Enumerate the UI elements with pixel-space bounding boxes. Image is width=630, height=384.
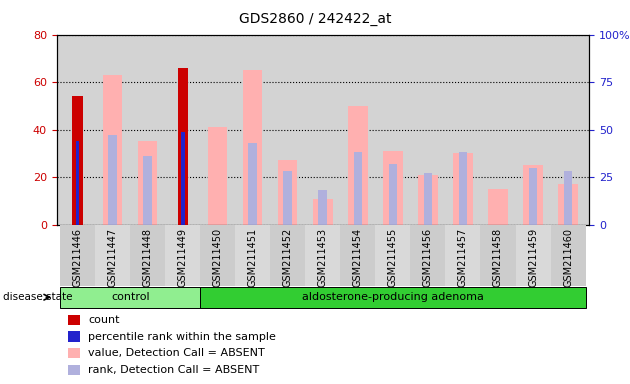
Bar <box>200 222 236 286</box>
Text: GSM211456: GSM211456 <box>423 228 433 287</box>
Text: GDS2860 / 242422_at: GDS2860 / 242422_at <box>239 12 391 25</box>
Bar <box>348 106 367 225</box>
Bar <box>459 152 467 225</box>
Text: GSM211450: GSM211450 <box>213 228 223 287</box>
Bar <box>375 222 410 286</box>
Text: aldosterone-producing adenoma: aldosterone-producing adenoma <box>302 292 484 302</box>
Bar <box>418 175 438 225</box>
Bar <box>278 161 297 225</box>
Bar <box>524 165 542 225</box>
Bar <box>178 68 188 225</box>
Bar <box>313 199 333 225</box>
Bar <box>138 141 158 225</box>
Text: GSM211455: GSM211455 <box>388 228 398 287</box>
Text: GSM211460: GSM211460 <box>563 228 573 287</box>
Bar <box>243 70 263 225</box>
Text: disease state: disease state <box>3 292 72 302</box>
Bar <box>248 143 257 225</box>
Bar <box>454 153 472 225</box>
Bar <box>95 222 130 286</box>
Bar <box>558 184 578 225</box>
Text: rank, Detection Call = ABSENT: rank, Detection Call = ABSENT <box>88 365 260 375</box>
Text: GSM211457: GSM211457 <box>458 228 468 287</box>
Bar <box>515 222 551 286</box>
Text: GSM211447: GSM211447 <box>108 228 118 287</box>
Text: GSM211451: GSM211451 <box>248 228 258 287</box>
Bar <box>383 151 403 225</box>
Bar <box>68 348 80 359</box>
Bar <box>564 171 573 225</box>
Bar <box>488 189 508 225</box>
Text: control: control <box>111 292 149 302</box>
Text: GSM211446: GSM211446 <box>72 228 83 287</box>
Text: GSM211452: GSM211452 <box>283 228 293 287</box>
Text: GSM211454: GSM211454 <box>353 228 363 287</box>
FancyBboxPatch shape <box>200 287 585 308</box>
Bar <box>423 173 432 225</box>
Bar <box>103 75 122 225</box>
Bar <box>76 141 79 225</box>
Bar <box>68 365 80 375</box>
Bar <box>130 222 165 286</box>
Text: count: count <box>88 315 120 325</box>
Bar <box>68 315 80 325</box>
Bar <box>306 222 340 286</box>
Bar <box>319 190 327 225</box>
Bar <box>284 171 292 225</box>
Bar <box>270 222 306 286</box>
Bar <box>108 135 117 225</box>
Bar <box>529 168 537 225</box>
Text: percentile rank within the sample: percentile rank within the sample <box>88 331 276 342</box>
Bar <box>389 164 398 225</box>
Text: GSM211448: GSM211448 <box>143 228 152 287</box>
Text: value, Detection Call = ABSENT: value, Detection Call = ABSENT <box>88 348 265 358</box>
Text: GSM211453: GSM211453 <box>318 228 328 287</box>
Bar <box>68 331 80 342</box>
Bar <box>144 156 152 225</box>
FancyBboxPatch shape <box>60 287 200 308</box>
Bar <box>165 222 200 286</box>
Text: GSM211459: GSM211459 <box>528 228 538 287</box>
Text: GSM211458: GSM211458 <box>493 228 503 287</box>
Bar <box>60 222 95 286</box>
Bar <box>410 222 445 286</box>
Bar <box>236 222 270 286</box>
Text: GSM211449: GSM211449 <box>178 228 188 287</box>
Bar <box>181 131 185 225</box>
Bar <box>340 222 375 286</box>
Bar <box>208 127 227 225</box>
Bar <box>353 152 362 225</box>
Bar <box>551 222 585 286</box>
Bar <box>445 222 481 286</box>
Bar <box>481 222 515 286</box>
Bar <box>72 96 83 225</box>
